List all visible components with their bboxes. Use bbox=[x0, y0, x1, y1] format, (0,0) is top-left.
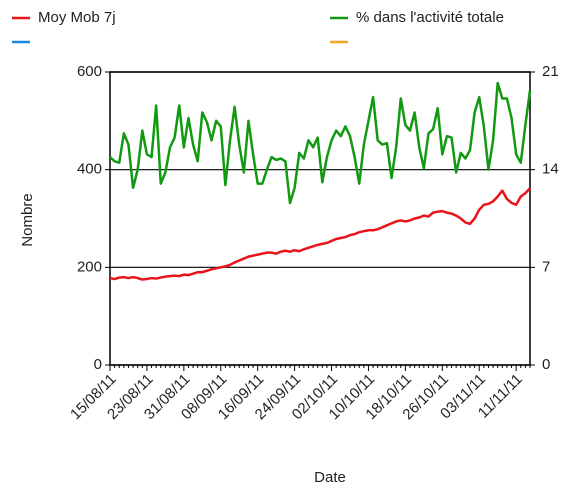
series-line bbox=[109, 187, 531, 281]
y2-tick-label: 14 bbox=[542, 161, 559, 178]
y2-tick-label: 21 bbox=[542, 63, 559, 80]
y-tick-label: 200 bbox=[77, 258, 102, 275]
y-tick-label: 0 bbox=[94, 356, 102, 373]
y-axis-title: Nombre bbox=[19, 193, 36, 246]
y2-tick-label: 0 bbox=[542, 356, 550, 373]
x-axis-title: Date bbox=[314, 469, 346, 486]
y-tick-label: 400 bbox=[77, 161, 102, 178]
y2-tick-label: 7 bbox=[542, 258, 550, 275]
legend-label: % dans l'activité totale bbox=[356, 9, 504, 26]
series-line bbox=[109, 81, 532, 205]
plot-frame bbox=[109, 71, 531, 366]
legend-label: Moy Mob 7j bbox=[38, 9, 116, 26]
y-tick-label: 600 bbox=[77, 63, 102, 80]
